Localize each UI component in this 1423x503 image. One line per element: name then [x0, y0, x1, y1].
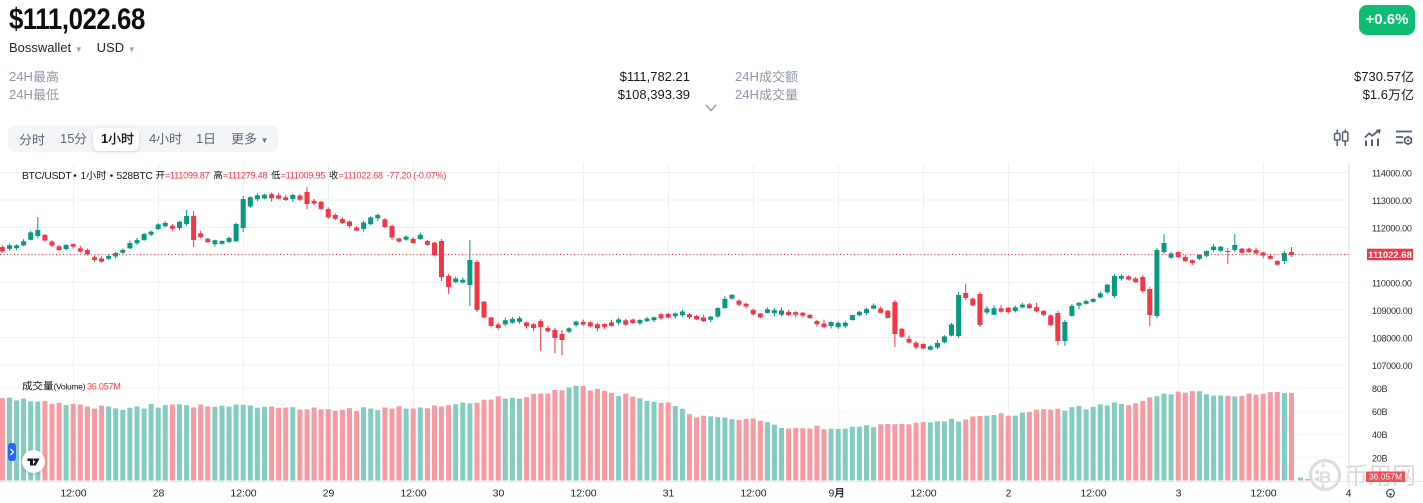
svg-text:12:00: 12:00 [400, 488, 426, 500]
svg-text:=111099.87: =111099.87 [165, 171, 210, 181]
svg-text:12:00: 12:00 [1250, 488, 1276, 500]
svg-text:4: 4 [1346, 488, 1352, 500]
svg-text:12:00: 12:00 [230, 488, 256, 500]
svg-text:20B: 20B [1372, 453, 1388, 463]
svg-text:60B: 60B [1372, 407, 1388, 417]
svg-text:-77.20 (-0.07%): -77.20 (-0.07%) [387, 171, 447, 181]
svg-text:113000.00: 113000.00 [1372, 196, 1412, 206]
svg-text:110000.00: 110000.00 [1372, 279, 1412, 289]
svg-text:29: 29 [323, 488, 335, 500]
svg-text:12:00: 12:00 [60, 488, 86, 500]
svg-text:36.057M: 36.057M [1369, 472, 1402, 482]
svg-text:=111009.95: =111009.95 [281, 171, 326, 181]
svg-text:28: 28 [153, 488, 165, 500]
svg-text:2: 2 [1006, 488, 1012, 500]
svg-text:=111279.48: =111279.48 [223, 171, 268, 181]
svg-text:12:00: 12:00 [910, 488, 936, 500]
svg-text:528BTC: 528BTC [117, 171, 153, 182]
svg-text:12:00: 12:00 [740, 488, 766, 500]
svg-text:1: 1 [81, 171, 87, 182]
svg-text:12:00: 12:00 [570, 488, 596, 500]
svg-text:109000.00: 109000.00 [1372, 306, 1413, 316]
svg-text:111022.68: 111022.68 [1368, 250, 1412, 261]
svg-text:112000.00: 112000.00 [1372, 224, 1412, 234]
svg-text:12:00: 12:00 [1080, 488, 1106, 500]
svg-text:B: B [1319, 468, 1331, 487]
svg-text:3: 3 [1176, 488, 1182, 500]
svg-text:107000.00: 107000.00 [1372, 361, 1413, 371]
svg-text:31: 31 [663, 488, 675, 500]
svg-text:80B: 80B [1372, 384, 1388, 394]
svg-text:108000.00: 108000.00 [1372, 334, 1413, 344]
svg-text:(Volume): (Volume) [54, 382, 86, 392]
svg-text:=111022.68: =111022.68 [338, 171, 383, 181]
svg-text:9: 9 [828, 488, 834, 500]
svg-text:BTC/USDT: BTC/USDT [22, 171, 71, 182]
svg-text:40B: 40B [1372, 430, 1388, 440]
svg-text:114000.00: 114000.00 [1372, 169, 1412, 179]
svg-text:30: 30 [493, 488, 505, 500]
svg-text:36.057M: 36.057M [87, 382, 121, 392]
